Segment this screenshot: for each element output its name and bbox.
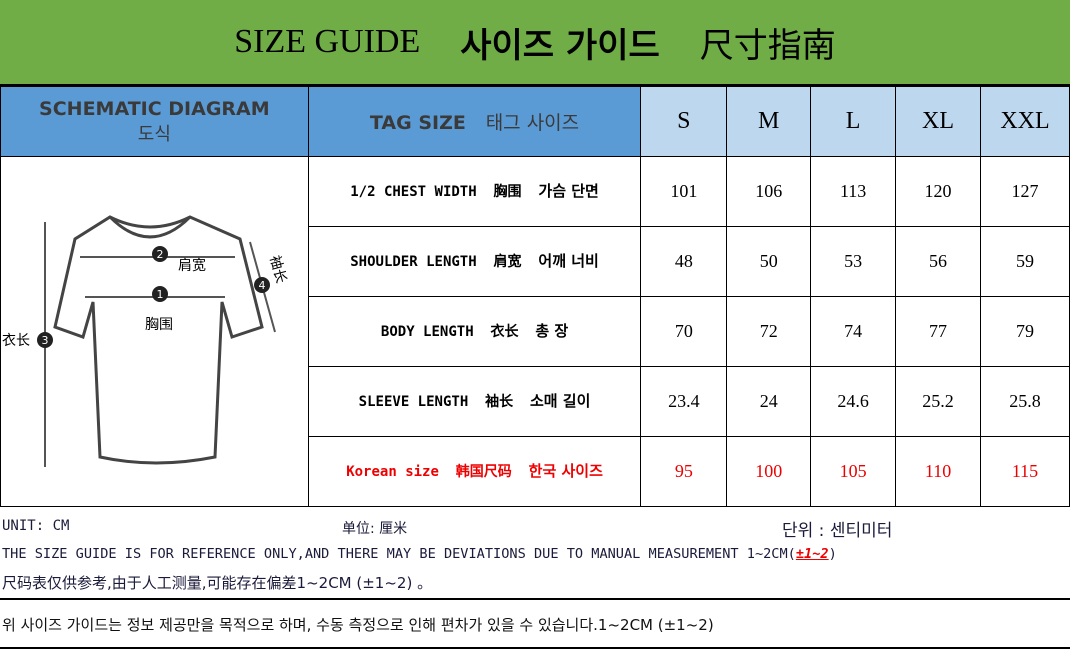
- table-row: SLEEVE LENGTH 袖长 소매 길이 23.4 24 24.6 25.2 25.8: [1, 366, 1070, 437]
- size-header: XXL: [980, 86, 1070, 157]
- size-value: 50: [726, 226, 812, 297]
- size-value: 100: [726, 436, 812, 507]
- size-header: S: [640, 86, 728, 157]
- size-value: 23.4: [640, 366, 728, 437]
- size-header: M: [726, 86, 812, 157]
- size-value: 70: [640, 296, 728, 367]
- size-value: 56: [895, 226, 981, 297]
- size-value: 110: [895, 436, 981, 507]
- svg-text:4: 4: [259, 279, 266, 292]
- tshirt-diagram: 1 2 3 4 肩宽 胸围 衣长 袖长: [0, 157, 307, 505]
- footer-notes: UNIT: CM 单位: 厘米 단위 : 센티미터 THE SIZE GUIDE…: [0, 506, 1070, 600]
- size-value: 77: [895, 296, 981, 367]
- measurement-label: Korean size 韩国尺码 한국 사이즈: [307, 436, 642, 507]
- size-table: SCHEMATIC DIAGRAM 도식 TAG SIZE 태그 사이즈 S M …: [0, 86, 1070, 507]
- reference-note-ko: 위 사이즈 가이드는 정보 제공만을 목적으로 하며, 수동 측정으로 인해 편…: [0, 600, 1070, 649]
- title-zh: 尺寸指南: [699, 27, 836, 65]
- measurement-label: BODY LENGTH 衣长 총 장: [307, 296, 642, 367]
- size-value: 79: [980, 296, 1070, 367]
- size-value: 113: [810, 156, 897, 227]
- measurement-label: SLEEVE LENGTH 袖长 소매 길이: [307, 366, 642, 437]
- schematic-header: SCHEMATIC DIAGRAM 도식: [0, 86, 309, 157]
- table-row: SHOULDER LENGTH 肩宽 어깨 너비 48 50 53 56 59: [1, 226, 1070, 297]
- size-value: 127: [980, 156, 1070, 227]
- size-value: 115: [980, 436, 1070, 507]
- reference-note-en: THE SIZE GUIDE IS FOR REFERENCE ONLY,AND…: [2, 546, 837, 562]
- svg-text:1: 1: [157, 288, 164, 301]
- size-header: L: [810, 86, 897, 157]
- svg-text:胸围: 胸围: [145, 317, 173, 333]
- title-en: SIZE GUIDE: [234, 23, 421, 60]
- size-value: 24: [726, 366, 812, 437]
- size-value: 72: [726, 296, 812, 367]
- size-value: 101: [640, 156, 728, 227]
- size-value: 53: [810, 226, 897, 297]
- svg-text:袖长: 袖长: [266, 254, 289, 285]
- table-row: BODY LENGTH 衣长 총 장 70 72 74 77 79: [1, 296, 1070, 367]
- size-value: 48: [640, 226, 728, 297]
- svg-text:3: 3: [42, 334, 49, 347]
- size-value: 25.8: [980, 366, 1070, 437]
- measurement-label: 1/2 CHEST WIDTH 胸围 가슴 단면: [307, 156, 642, 227]
- size-value: 105: [810, 436, 897, 507]
- size-header: XL: [895, 86, 981, 157]
- size-value: 74: [810, 296, 897, 367]
- tag-size-header: TAG SIZE 태그 사이즈: [307, 86, 642, 157]
- tshirt-outline-icon: [53, 215, 264, 465]
- size-value: 25.2: [895, 366, 981, 437]
- svg-text:衣长: 衣长: [2, 333, 30, 349]
- size-value: 59: [980, 226, 1070, 297]
- svg-text:肩宽: 肩宽: [178, 257, 206, 274]
- size-value: 106: [726, 156, 812, 227]
- measurement-label: SHOULDER LENGTH 肩宽 어깨 너비: [307, 226, 642, 297]
- size-value: 120: [895, 156, 981, 227]
- svg-text:2: 2: [157, 248, 164, 261]
- title-ko: 사이즈 가이드: [460, 25, 660, 66]
- size-guide-title: SIZE GUIDE 사이즈 가이드 尺寸指南: [0, 0, 1070, 86]
- table-row: Korean size 韩国尺码 한국 사이즈 95 100 105 110 115: [1, 436, 1070, 507]
- size-value: 24.6: [810, 366, 897, 437]
- size-value: 95: [640, 436, 728, 507]
- measure-markers: 1 2 3 4: [37, 246, 270, 348]
